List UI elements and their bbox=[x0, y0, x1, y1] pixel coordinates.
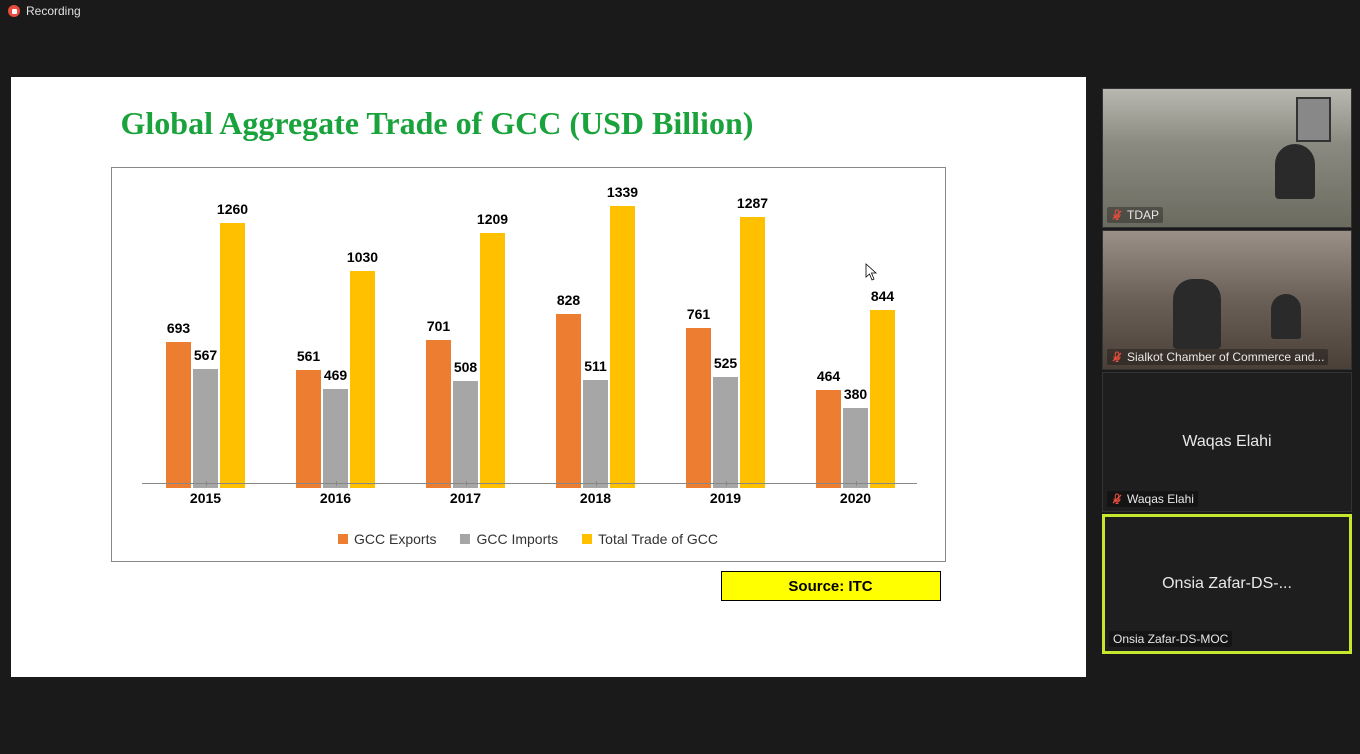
participant-label: TDAP bbox=[1107, 207, 1163, 223]
x-tick bbox=[726, 481, 727, 486]
participant-label-text: Sialkot Chamber of Commerce and... bbox=[1127, 350, 1324, 364]
bar-value-label: 561 bbox=[297, 348, 320, 364]
bar-group: 464380844 bbox=[802, 310, 910, 488]
person-silhouette bbox=[1275, 144, 1315, 199]
bar-value-label: 511 bbox=[584, 358, 607, 374]
bar: 844 bbox=[870, 310, 895, 488]
bar: 1260 bbox=[220, 223, 245, 489]
bar-group: 6935671260 bbox=[152, 223, 260, 489]
bar: 693 bbox=[166, 342, 191, 488]
x-tick bbox=[336, 481, 337, 486]
bar: 701 bbox=[426, 340, 451, 488]
participant-tile[interactable]: Sialkot Chamber of Commerce and... bbox=[1102, 230, 1352, 370]
bar-value-label: 1339 bbox=[607, 184, 638, 200]
bar: 1339 bbox=[610, 206, 635, 488]
record-icon bbox=[8, 5, 20, 17]
bar-group: 7615251287 bbox=[672, 217, 780, 488]
participant-label: Sialkot Chamber of Commerce and... bbox=[1107, 349, 1328, 365]
mic-muted-icon bbox=[1111, 493, 1123, 505]
participant-label: Onsia Zafar-DS-MOC bbox=[1109, 631, 1232, 647]
bar: 1287 bbox=[740, 217, 765, 488]
bar: 380 bbox=[843, 408, 868, 488]
bar-group: 8285111339 bbox=[542, 206, 650, 488]
bar-value-label: 1287 bbox=[737, 195, 768, 211]
participant-name-center: Onsia Zafar-DS-... bbox=[1162, 575, 1292, 593]
bar-value-label: 693 bbox=[167, 320, 190, 336]
bar: 567 bbox=[193, 369, 218, 488]
participant-tile[interactable]: Onsia Zafar-DS-... Onsia Zafar-DS-MOC bbox=[1102, 514, 1352, 654]
chart-plot-area: 6935671260561469103070150812098285111339… bbox=[142, 188, 917, 488]
source-citation: Source: ITC bbox=[721, 571, 941, 601]
participant-label-text: Waqas Elahi bbox=[1127, 492, 1194, 506]
participant-label: Waqas Elahi bbox=[1107, 491, 1198, 507]
bar-value-label: 1030 bbox=[347, 249, 378, 265]
main-content: Global Aggregate Trade of GCC (USD Billi… bbox=[0, 24, 1096, 730]
bar-group: 7015081209 bbox=[412, 233, 520, 488]
bar: 828 bbox=[556, 314, 581, 488]
bar: 1030 bbox=[350, 271, 375, 488]
chart-x-axis: 2015 2016 2017 2018 2019 2020 bbox=[142, 483, 917, 503]
participants-panel: TDAP Sialkot Chamber of Commerce and... Wa… bbox=[1102, 88, 1352, 654]
legend-swatch bbox=[460, 534, 470, 544]
x-axis-label: 2018 bbox=[542, 490, 650, 506]
recording-indicator: Recording bbox=[8, 4, 81, 18]
bar-value-label: 380 bbox=[844, 386, 867, 402]
participant-tile[interactable]: Waqas Elahi Waqas Elahi bbox=[1102, 372, 1352, 512]
bar-value-label: 464 bbox=[817, 368, 840, 384]
mic-muted-icon bbox=[1111, 351, 1123, 363]
x-axis-label: 2017 bbox=[412, 490, 520, 506]
legend-item: Total Trade of GCC bbox=[582, 531, 718, 547]
bar: 561 bbox=[296, 370, 321, 488]
bar: 525 bbox=[713, 377, 738, 488]
bar-value-label: 567 bbox=[194, 347, 217, 363]
participant-label-text: Onsia Zafar-DS-MOC bbox=[1113, 632, 1228, 646]
participant-tile[interactable]: TDAP bbox=[1102, 88, 1352, 228]
x-tick bbox=[206, 481, 207, 486]
presentation-slide: Global Aggregate Trade of GCC (USD Billi… bbox=[11, 77, 1086, 677]
bar: 511 bbox=[583, 380, 608, 488]
bar: 469 bbox=[323, 389, 348, 488]
legend-swatch bbox=[338, 534, 348, 544]
person-silhouette bbox=[1271, 294, 1301, 339]
bar: 464 bbox=[816, 390, 841, 488]
bar-value-label: 761 bbox=[687, 306, 710, 322]
legend-label: GCC Imports bbox=[476, 531, 558, 547]
slide-title: Global Aggregate Trade of GCC (USD Billi… bbox=[121, 105, 1046, 142]
participant-name-center: Waqas Elahi bbox=[1182, 433, 1271, 451]
legend-swatch bbox=[582, 534, 592, 544]
bar-value-label: 508 bbox=[454, 359, 477, 375]
bar: 761 bbox=[686, 328, 711, 488]
bar-value-label: 844 bbox=[871, 288, 894, 304]
x-axis-label: 2016 bbox=[282, 490, 390, 506]
recording-label: Recording bbox=[26, 4, 81, 18]
bar-value-label: 701 bbox=[427, 318, 450, 334]
bar-group: 5614691030 bbox=[282, 271, 390, 488]
x-tick bbox=[856, 481, 857, 486]
legend-item: GCC Imports bbox=[460, 531, 558, 547]
chart-legend: GCC Exports GCC Imports Total Trade of GCC bbox=[112, 531, 945, 547]
chart-container: 6935671260561469103070150812098285111339… bbox=[111, 167, 946, 562]
x-tick bbox=[596, 481, 597, 486]
bar-value-label: 828 bbox=[557, 292, 580, 308]
bar-value-label: 469 bbox=[324, 367, 347, 383]
bar: 1209 bbox=[480, 233, 505, 488]
wall-frame bbox=[1296, 97, 1331, 142]
bar: 508 bbox=[453, 381, 478, 488]
legend-label: Total Trade of GCC bbox=[598, 531, 718, 547]
participant-label-text: TDAP bbox=[1127, 208, 1159, 222]
legend-label: GCC Exports bbox=[354, 531, 436, 547]
bar-value-label: 1260 bbox=[217, 201, 248, 217]
mic-muted-icon bbox=[1111, 209, 1123, 221]
x-tick bbox=[466, 481, 467, 486]
x-axis-label: 2020 bbox=[802, 490, 910, 506]
legend-item: GCC Exports bbox=[338, 531, 436, 547]
x-axis-label: 2015 bbox=[152, 490, 260, 506]
bar-value-label: 1209 bbox=[477, 211, 508, 227]
person-silhouette bbox=[1173, 279, 1221, 349]
x-axis-label: 2019 bbox=[672, 490, 780, 506]
bar-value-label: 525 bbox=[714, 355, 737, 371]
